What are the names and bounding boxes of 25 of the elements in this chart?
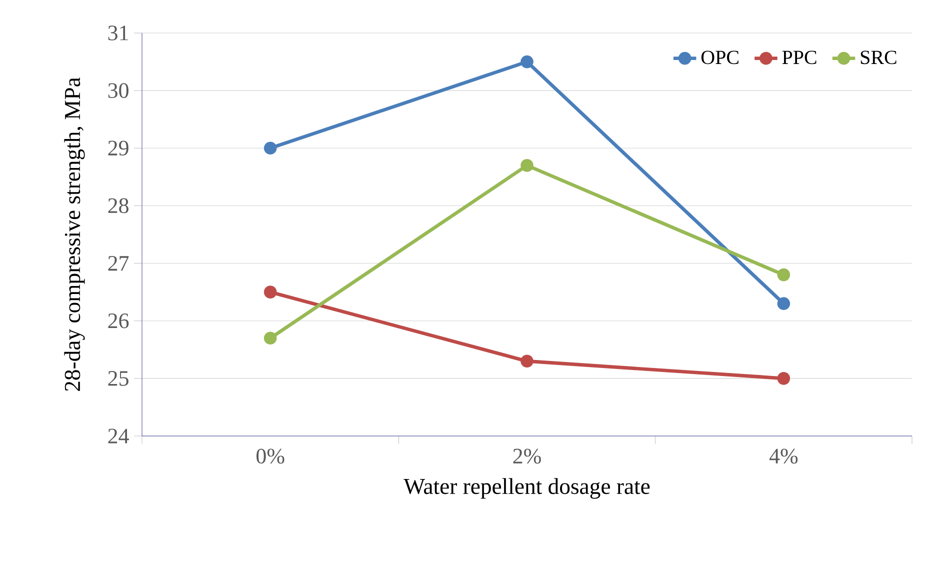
y-tick-label: 24 <box>108 428 129 444</box>
point <box>264 332 277 345</box>
legend-label: PPC <box>782 50 816 64</box>
y-tick-label: 28 <box>108 198 128 214</box>
y-tick-label: 27 <box>108 256 129 271</box>
x-axis-title: Water repellent dosage rate <box>404 478 650 499</box>
y-tick-label: 30 <box>108 83 128 98</box>
point <box>520 55 534 68</box>
point <box>264 286 277 298</box>
y-tick-label: 29 <box>108 140 128 156</box>
point <box>777 297 790 310</box>
point <box>520 354 534 368</box>
point <box>777 372 790 385</box>
x-tick-label: 4% <box>769 448 798 464</box>
legend-label: SRC <box>860 50 896 64</box>
y-axis-title: 28-day compressive strength, MPa <box>64 77 85 391</box>
point <box>264 142 277 155</box>
y-tick-label: 25 <box>108 371 128 386</box>
legend-label: OPC <box>701 50 738 64</box>
y-tick-label: 31 <box>108 26 128 40</box>
x-tick-label: 0% <box>256 448 284 464</box>
point <box>520 159 534 172</box>
point <box>777 268 790 282</box>
x-tick-label: 2% <box>513 448 541 464</box>
y-tick-label: 26 <box>108 313 129 328</box>
